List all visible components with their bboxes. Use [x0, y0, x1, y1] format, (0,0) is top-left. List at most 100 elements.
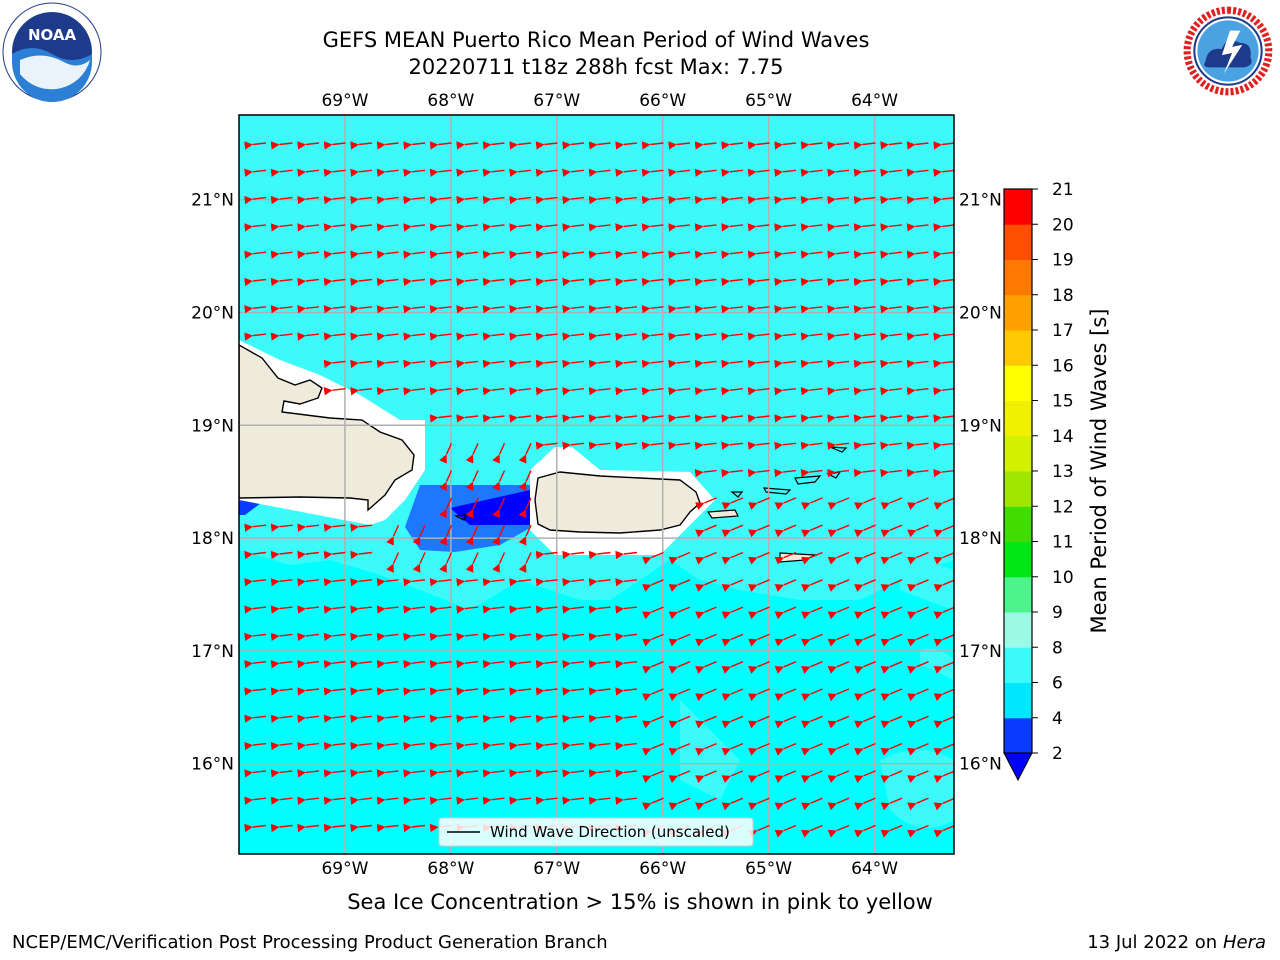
wave-direction-arrow	[403, 741, 426, 751]
wave-direction-arrow	[439, 552, 453, 573]
footer-host: Hera	[1222, 932, 1266, 953]
wave-direction-arrow	[244, 578, 267, 587]
wave-direction-arrow	[880, 359, 903, 369]
wave-direction-arrow	[854, 688, 876, 702]
wave-direction-arrow	[403, 796, 426, 805]
wave-direction-arrow	[933, 552, 954, 565]
wave-direction-arrow	[535, 277, 558, 287]
wave-direction-arrow	[933, 195, 954, 205]
wave-direction-arrow	[694, 168, 717, 177]
wave-direction-arrow	[297, 168, 320, 177]
lat-tick-label-right: 16°N	[959, 755, 1002, 775]
wave-direction-arrow	[297, 769, 320, 778]
wave-direction-arrow	[376, 195, 399, 205]
wave-direction-arrow	[535, 714, 558, 723]
wave-direction-arrow	[615, 223, 638, 232]
wave-direction-arrow	[801, 633, 823, 647]
wave-direction-arrow	[562, 168, 585, 177]
wave-direction-arrow	[482, 632, 505, 642]
wave-direction-arrow	[721, 277, 744, 287]
wave-direction-arrow	[880, 332, 903, 341]
wave-direction-arrow	[933, 414, 954, 423]
wave-direction-arrow	[721, 359, 744, 369]
wave-direction-arrow	[615, 769, 638, 778]
wave-direction-arrow	[695, 770, 717, 784]
lon-tick-label-top: 64°W	[851, 91, 898, 111]
wave-direction-arrow	[907, 742, 929, 756]
wave-direction-arrow	[323, 332, 346, 341]
wave-direction-arrow	[562, 414, 585, 423]
wave-direction-arrow	[748, 633, 770, 647]
wave-direction-arrow	[880, 606, 903, 620]
wave-direction-arrow	[376, 741, 399, 751]
wave-direction-arrow	[509, 769, 532, 778]
lon-tick-label-bottom: 68°W	[427, 859, 474, 879]
land-st-thomas	[762, 487, 792, 495]
wave-direction-arrow	[906, 332, 929, 341]
wave-direction-arrow	[933, 386, 954, 396]
lat-tick-label-right: 21°N	[959, 191, 1002, 211]
wave-direction-arrow	[482, 141, 505, 150]
wave-direction-arrow	[668, 195, 691, 205]
wave-direction-arrow	[854, 797, 876, 811]
wave-direction-arrow	[880, 770, 903, 784]
wave-direction-arrow	[774, 606, 797, 620]
wave-direction-arrow	[774, 386, 797, 396]
wave-direction-arrow	[801, 770, 823, 784]
wave-direction-arrow	[350, 550, 373, 560]
wave-direction-arrow	[801, 742, 823, 756]
wave-direction-arrow	[694, 441, 717, 450]
wave-direction-arrow	[880, 141, 903, 150]
wave-direction-arrow	[244, 223, 267, 232]
wave-direction-arrow	[297, 223, 320, 232]
wave-direction-arrow	[482, 741, 505, 751]
wave-direction-arrow	[800, 305, 823, 314]
wave-direction-arrow	[801, 824, 823, 838]
wave-direction-arrow	[615, 605, 638, 614]
wave-direction-arrow	[933, 743, 954, 756]
colorbar-segment	[1004, 294, 1032, 331]
wave-direction-arrow	[403, 141, 426, 150]
wave-direction-arrow	[535, 168, 558, 177]
wave-direction-arrow	[853, 168, 876, 177]
wave-direction-arrow	[748, 742, 770, 756]
wave-direction-arrow	[509, 578, 532, 587]
wave-direction-arrow	[439, 470, 453, 491]
wave-direction-arrow	[403, 769, 426, 778]
wave-direction-arrow	[482, 414, 505, 423]
wave-direction-arrow	[350, 687, 373, 696]
colorbar-segment	[1004, 576, 1032, 613]
wave-direction-arrow	[323, 305, 346, 314]
wave-direction-arrow	[376, 659, 399, 669]
wave-direction-arrow	[721, 441, 744, 450]
wave-direction-arrow	[403, 332, 426, 341]
wave-direction-arrow	[721, 606, 744, 620]
wave-direction-arrow	[774, 579, 797, 592]
wave-direction-arrow	[615, 168, 638, 177]
wave-direction-arrow	[694, 359, 717, 369]
wave-direction-arrow	[827, 497, 850, 511]
wave-direction-arrow	[642, 661, 664, 674]
wave-direction-arrow	[747, 359, 770, 369]
wave-direction-arrow	[854, 633, 876, 647]
chart-title-line2: 20220711 t18z 288h fcst Max: 7.75	[408, 55, 784, 79]
wave-direction-arrow	[350, 714, 373, 723]
wave-direction-arrow	[907, 824, 929, 838]
arrow-legend: Wind Wave Direction (unscaled)	[438, 817, 754, 847]
wave-direction-arrow	[880, 441, 903, 450]
wave-direction-arrow	[853, 468, 876, 478]
colorbar-tick-label: 4	[1052, 709, 1063, 729]
wave-direction-arrow	[376, 223, 399, 232]
wave-direction-arrow	[456, 605, 479, 614]
wave-direction-arrow	[747, 277, 770, 287]
wave-direction-arrow	[270, 523, 293, 532]
colorbar-tick-label: 21	[1052, 180, 1074, 200]
wave-direction-arrow	[429, 687, 452, 696]
wave-direction-arrow	[376, 769, 399, 778]
lon-tick-label-bottom: 67°W	[533, 859, 580, 879]
wave-direction-arrow	[906, 141, 929, 150]
wave-direction-arrow	[492, 443, 506, 464]
wave-direction-arrow	[801, 524, 823, 538]
wave-direction-arrow	[588, 578, 611, 587]
wave-direction-arrow	[439, 497, 453, 519]
